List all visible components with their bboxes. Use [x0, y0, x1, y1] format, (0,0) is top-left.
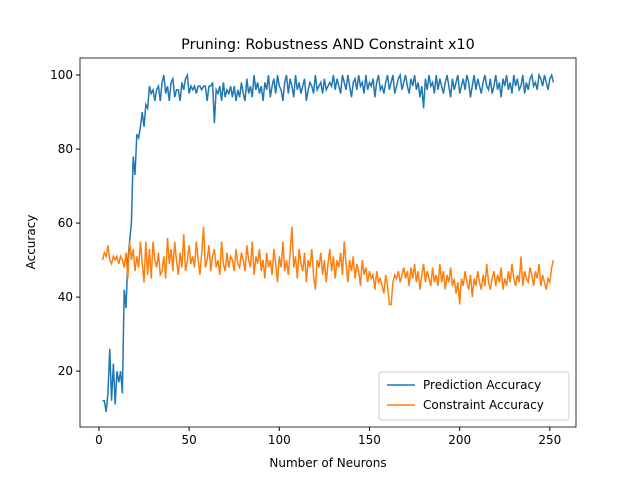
x-tick-label: 50 — [181, 433, 196, 447]
y-axis-label: Accuracy — [24, 215, 38, 270]
x-tick-label: 250 — [538, 433, 561, 447]
plot-frame — [79, 57, 577, 428]
chart-title: Pruning: Robustness AND Constraint x10 — [181, 37, 475, 53]
line-series — [102, 72, 555, 412]
y-tick-label: 20 — [58, 364, 73, 378]
x-tick-label: 100 — [268, 433, 291, 447]
y-tick-label: 60 — [58, 216, 73, 230]
y-tick-label: 100 — [50, 68, 73, 82]
y-tick-label: 80 — [58, 142, 73, 156]
x-axis-label: Number of Neurons — [269, 456, 386, 470]
legend-label: Prediction Accuracy — [423, 378, 541, 392]
x-tick-label: 0 — [95, 433, 103, 447]
legend-box — [378, 371, 570, 421]
x-tick-label: 200 — [448, 433, 471, 447]
legend-label: Constraint Accuracy — [423, 398, 544, 412]
x-tick-label: 150 — [358, 433, 381, 447]
line-series — [101, 226, 555, 306]
y-tick-label: 40 — [58, 290, 73, 304]
